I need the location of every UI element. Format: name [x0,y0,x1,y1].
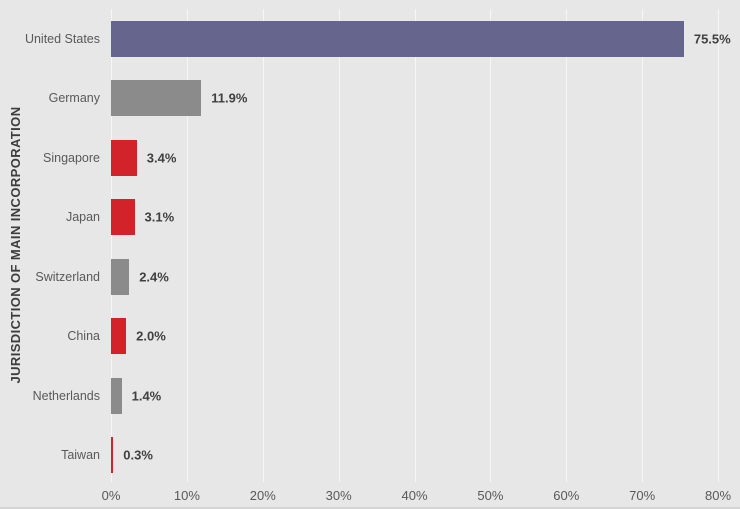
bar-category-label: Netherlands [32,388,100,403]
bar-value-label: 1.4% [131,388,162,404]
bar [111,258,130,295]
bar-row: Japan 3.1% [66,188,740,248]
bar [111,437,114,474]
bar [111,139,137,176]
bar-row: Taiwan 0.3% [61,426,740,486]
bar [111,20,684,57]
x-tick-label: 50% [477,488,504,503]
bar-category-label: Japan [65,210,100,225]
bar [111,318,127,355]
gridline [566,9,568,482]
bar-value-label: 11.9% [211,90,248,106]
bar-value-label: 3.4% [146,150,177,166]
x-tick-label: 70% [629,488,656,503]
bar-category-label: Germany [48,91,100,106]
bar-row: Singapore 3.4% [43,128,740,188]
bar [111,199,135,236]
bar-row: Germany 11.9% [49,69,740,129]
gridline [642,9,644,482]
bar-category-label: Singapore [43,150,100,165]
bar-category-label: China [67,329,100,344]
plot-area: 0% 10% 20% 30% 40% 50% 60% 70% 80% United States 7… [25,9,740,507]
bar-category-label: Switzerland [35,269,100,284]
gridline [490,9,492,482]
bar [111,80,202,117]
bar-value-label: 3.1% [144,209,175,225]
bar-value-label: 2.0% [136,328,166,344]
x-tick-label: 30% [325,488,352,503]
gridline [111,9,112,482]
bar-row: Switzerland 2.4% [35,247,740,307]
gridline [338,9,340,482]
bar-value-label: 2.4% [139,269,169,285]
x-tick-label: 40% [401,488,428,503]
x-tick-label: 10% [173,488,200,503]
bar-category-label: Taiwan [61,448,100,463]
bar-row: United States 75.5% [25,9,740,69]
bar-category-label: United States [24,31,100,46]
gridline [414,9,416,482]
bar-row: China 2.0% [67,307,740,367]
x-tick-label: 0% [101,488,121,503]
gridline [718,9,719,482]
x-tick-label: 80% [704,488,732,503]
x-tick-label: 20% [249,488,276,503]
x-tick-label: 60% [553,488,580,503]
bar-row: Netherlands 1.4% [33,366,740,426]
bar-value-label: 75.5% [693,31,731,47]
gridline [186,9,188,482]
bar [111,377,122,414]
bar-value-label: 0.3% [123,447,153,463]
gridline [262,9,264,482]
